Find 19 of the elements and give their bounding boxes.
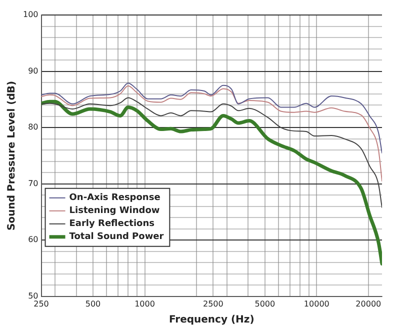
y-axis-title: Sound Pressure Level (dB) [6,80,18,230]
y-tick-label: 90 [28,66,38,76]
legend-label: Listening Window [69,206,160,216]
y-tick-label: 50 [28,291,38,300]
x-tick-label: 2500 [202,299,224,308]
legend-label: On-Axis Response [69,193,160,204]
y-tick-label: 80 [28,122,38,132]
x-tick-label: 250 [34,299,49,308]
x-tick-label: 1000 [134,299,155,308]
legend-label: Total Sound Power [69,232,164,242]
x-tick-label: 5000 [254,299,276,308]
y-tick-label: 60 [28,235,38,244]
x-tick-label: 20000 [356,299,382,308]
x-axis-title: Frequency (Hz) [168,314,254,326]
y-tick-label: 70 [28,178,38,188]
x-tick-label: 500 [85,299,101,308]
legend-label: Early Reflections [69,219,155,230]
x-tick-label: 10000 [304,299,330,308]
y-tick-label: 100 [22,10,38,20]
